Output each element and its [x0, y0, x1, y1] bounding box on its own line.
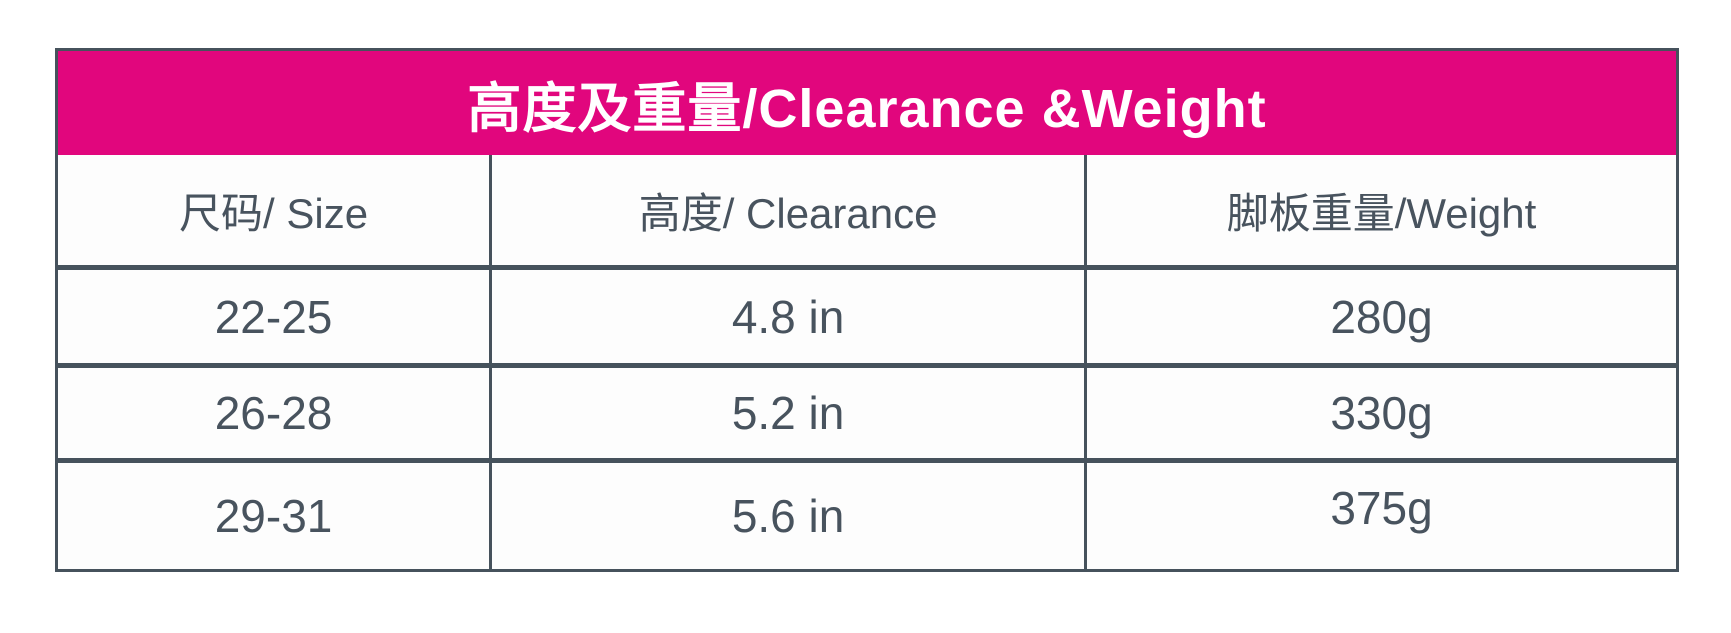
column-header-weight: 脚板重量/Weight — [1087, 155, 1676, 265]
clearance-weight-table: 高度及重量/Clearance &Weight 尺码/ Size 高度/ Cle… — [55, 48, 1679, 572]
table-cell-weight-row3-text: 375g — [1330, 482, 1433, 534]
table-cell-weight-row3: 375g — [1087, 458, 1676, 569]
table-cell-size-row2: 26-28 — [58, 363, 493, 458]
column-header-size: 尺码/ Size — [58, 155, 493, 265]
table-cell-clearance-row3: 5.6 in — [492, 458, 1088, 569]
table-title-band: 高度及重量/Clearance &Weight — [58, 51, 1676, 155]
table-cell-clearance-row1: 4.8 in — [492, 265, 1088, 363]
table-cell-weight-row1: 280g — [1087, 265, 1676, 363]
column-header-clearance: 高度/ Clearance — [492, 155, 1088, 265]
table-title: 高度及重量/Clearance &Weight — [467, 78, 1267, 139]
table-cell-weight-row2: 330g — [1087, 363, 1676, 458]
table-cell-size-row3: 29-31 — [58, 458, 493, 569]
table-cell-clearance-row2: 5.2 in — [492, 363, 1088, 458]
table-cell-size-row1: 22-25 — [58, 265, 493, 363]
